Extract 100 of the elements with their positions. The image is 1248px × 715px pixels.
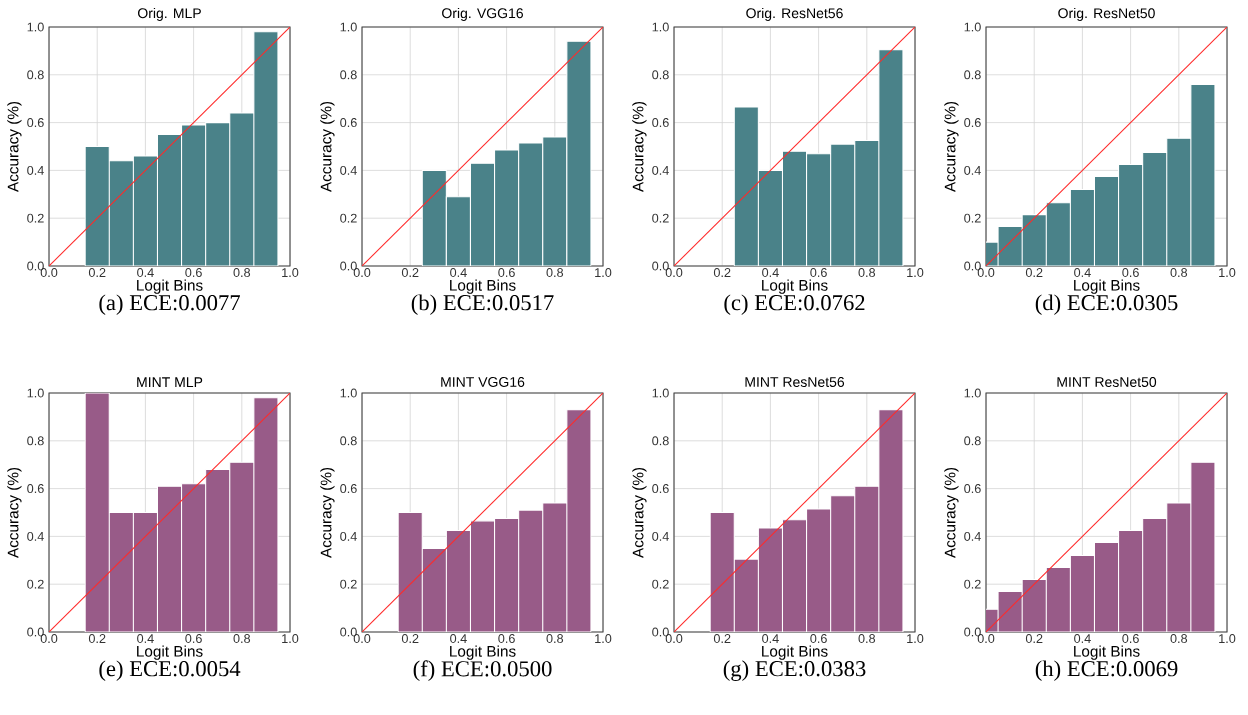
x-tick-label: 0.6 [185, 634, 202, 644]
x-tick-label: 0.4 [450, 634, 467, 644]
x-tick-label: 0.6 [1122, 634, 1139, 644]
y-tick-label: 0.4 [652, 531, 669, 541]
y-tick-label: 1.0 [652, 22, 669, 32]
bar [878, 49, 904, 266]
x-tick-label: 0.8 [1170, 268, 1188, 278]
y-tick-label: 0.4 [964, 531, 981, 541]
x-tick-label: 0.6 [498, 268, 515, 278]
x-tick-label: 0.6 [1122, 268, 1139, 278]
y-tick-label: 0.4 [964, 165, 981, 175]
x-tick-label: 0.4 [1074, 634, 1091, 644]
y-tick-label: 0.2 [652, 579, 669, 589]
y-axis-title: Accuracy (%) [7, 101, 22, 193]
chart-title: Orig. ResNet50 [1058, 7, 1155, 21]
x-tick-label: 0.4 [137, 268, 154, 278]
y-tick-label: 1.0 [340, 388, 357, 398]
y-tick-label: 0.4 [340, 165, 357, 175]
y-tick-label: 0.2 [340, 213, 357, 223]
y-axis-title: Accuracy (%) [320, 101, 335, 193]
x-tick-label: 0.8 [1170, 634, 1188, 644]
x-tick-label: 1.0 [1219, 268, 1236, 278]
y-tick-label: 0.8 [27, 436, 44, 446]
y-tick-label: 0.8 [340, 436, 357, 446]
chart-title: Orig. ResNet56 [746, 7, 843, 21]
chart-title: Orig. MLP [138, 7, 201, 21]
x-axis-title: Logit Bins [450, 645, 516, 660]
y-axis-title: Accuracy (%) [7, 467, 22, 559]
x-tick-label: 0.8 [858, 268, 876, 278]
y-tick-label: 0.6 [340, 484, 357, 494]
y-tick-label: 0.8 [652, 436, 669, 446]
text: (c) ECE:0.0762 [724, 294, 865, 315]
y-tick-label: 1.0 [964, 388, 981, 398]
y-tick-label: 0.2 [964, 213, 981, 223]
y-tick-label: 0.8 [340, 70, 357, 80]
x-tick-label: 0.4 [137, 634, 154, 644]
y-tick-label: 0.4 [27, 531, 44, 541]
text: (b) ECE:0.0517 [411, 294, 554, 315]
y-tick-label: 0.2 [652, 213, 669, 223]
y-tick-label: 0.6 [652, 118, 669, 128]
text: (d) ECE:0.0305 [1035, 294, 1178, 315]
text: (f) ECE:0.0500 [413, 660, 552, 682]
x-tick-label: 0.2 [401, 268, 419, 278]
y-tick-label: 1.0 [27, 388, 44, 398]
bar [253, 31, 279, 266]
y-tick-label: 0.4 [652, 165, 669, 175]
y-tick-label: 0.8 [27, 70, 44, 80]
y-tick-label: 0.2 [964, 579, 981, 589]
x-tick-label: 0.2 [401, 634, 419, 644]
x-axis-title: Logit Bins [450, 279, 516, 294]
chart-title: MINT MLP [137, 377, 203, 387]
x-tick-label: 0.2 [1025, 268, 1043, 278]
bar [1190, 83, 1216, 266]
x-tick-label: 0.6 [498, 634, 515, 644]
x-tick-label: 0.8 [858, 634, 876, 644]
x-axis-title: Logit Bins [1074, 645, 1140, 660]
x-axis-title: Logit Bins [1074, 279, 1140, 294]
x-tick-label: 1.0 [907, 268, 924, 278]
y-axis-title: Accuracy (%) [320, 467, 335, 559]
x-tick-label: 0.2 [88, 634, 106, 644]
x-tick-label: 0.2 [1025, 634, 1043, 644]
x-tick-label: 1.0 [282, 268, 299, 278]
chart-title: MINT VGG16 [441, 377, 525, 387]
bar [253, 397, 279, 632]
x-tick-label: 0.8 [233, 268, 251, 278]
chart-title: MINT ResNet56 [745, 377, 845, 387]
x-tick-label: 0.4 [450, 268, 467, 278]
x-tick-label: 0.4 [1074, 268, 1091, 278]
y-tick-label: 0.6 [964, 484, 981, 494]
y-tick-label: 0.6 [27, 484, 44, 494]
y-axis-title: Accuracy (%) [632, 101, 647, 193]
bar [878, 409, 904, 632]
y-tick-label: 0.2 [27, 579, 44, 589]
x-tick-label: 1.0 [907, 634, 924, 644]
y-tick-label: 0.2 [27, 213, 44, 223]
x-tick-label: 0.6 [185, 268, 202, 278]
chart-title: Orig. VGG16 [442, 7, 523, 21]
text: (h) ECE:0.0069 [1035, 660, 1178, 681]
text: (a) ECE:0.0077 [99, 294, 240, 315]
y-tick-label: 0.4 [340, 531, 357, 541]
y-tick-label: 0.6 [340, 118, 357, 128]
y-tick-label: 0.8 [964, 436, 981, 446]
y-tick-label: 0.8 [652, 70, 669, 80]
text: (e) ECE:0.0054 [99, 660, 241, 681]
x-tick-label: 0.6 [810, 268, 827, 278]
y-tick-label: 1.0 [964, 22, 981, 32]
y-tick-label: 0.8 [964, 70, 981, 80]
x-tick-label: 1.0 [282, 634, 299, 644]
y-axis-title: Accuracy (%) [944, 101, 959, 193]
x-axis-title: Logit Bins [762, 645, 828, 660]
x-tick-label: 0.8 [546, 634, 564, 644]
text: (g) ECE:0.0383 [723, 660, 866, 681]
x-tick-label: 0.4 [762, 634, 779, 644]
bar [566, 409, 592, 632]
x-tick-label: 0.2 [713, 268, 731, 278]
x-tick-label: 1.0 [595, 634, 612, 644]
y-tick-label: 0.6 [652, 484, 669, 494]
y-tick-label: 0.6 [27, 118, 44, 128]
x-axis-title: Logit Bins [137, 279, 203, 294]
chart-title: MINT ResNet50 [1057, 377, 1157, 387]
